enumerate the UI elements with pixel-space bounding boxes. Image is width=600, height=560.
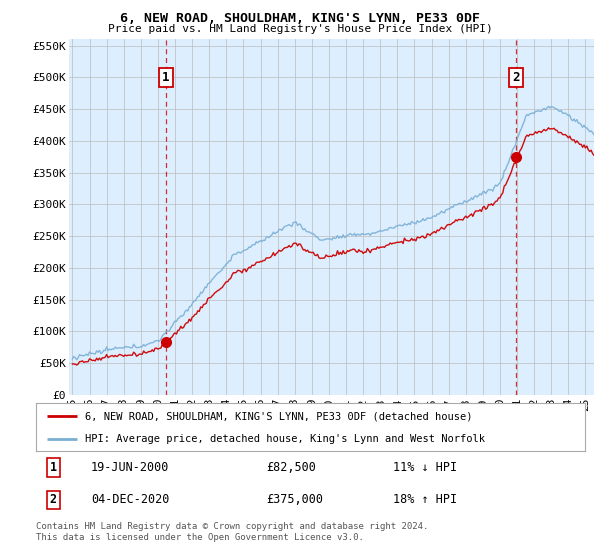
Text: 6, NEW ROAD, SHOULDHAM, KING'S LYNN, PE33 0DF (detached house): 6, NEW ROAD, SHOULDHAM, KING'S LYNN, PE3… [85, 411, 473, 421]
Text: 19-JUN-2000: 19-JUN-2000 [91, 461, 169, 474]
Text: £82,500: £82,500 [266, 461, 316, 474]
Text: This data is licensed under the Open Government Licence v3.0.: This data is licensed under the Open Gov… [36, 533, 364, 542]
Text: Price paid vs. HM Land Registry's House Price Index (HPI): Price paid vs. HM Land Registry's House … [107, 24, 493, 34]
Text: HPI: Average price, detached house, King's Lynn and West Norfolk: HPI: Average price, detached house, King… [85, 434, 485, 444]
Text: 1: 1 [50, 461, 57, 474]
Text: Contains HM Land Registry data © Crown copyright and database right 2024.: Contains HM Land Registry data © Crown c… [36, 522, 428, 531]
Text: 18% ↑ HPI: 18% ↑ HPI [393, 493, 457, 506]
Text: 1: 1 [162, 71, 170, 84]
Text: £375,000: £375,000 [266, 493, 323, 506]
Text: 04-DEC-2020: 04-DEC-2020 [91, 493, 169, 506]
Text: 11% ↓ HPI: 11% ↓ HPI [393, 461, 457, 474]
Text: 6, NEW ROAD, SHOULDHAM, KING'S LYNN, PE33 0DF: 6, NEW ROAD, SHOULDHAM, KING'S LYNN, PE3… [120, 12, 480, 25]
Text: 2: 2 [512, 71, 520, 84]
Text: 2: 2 [50, 493, 57, 506]
